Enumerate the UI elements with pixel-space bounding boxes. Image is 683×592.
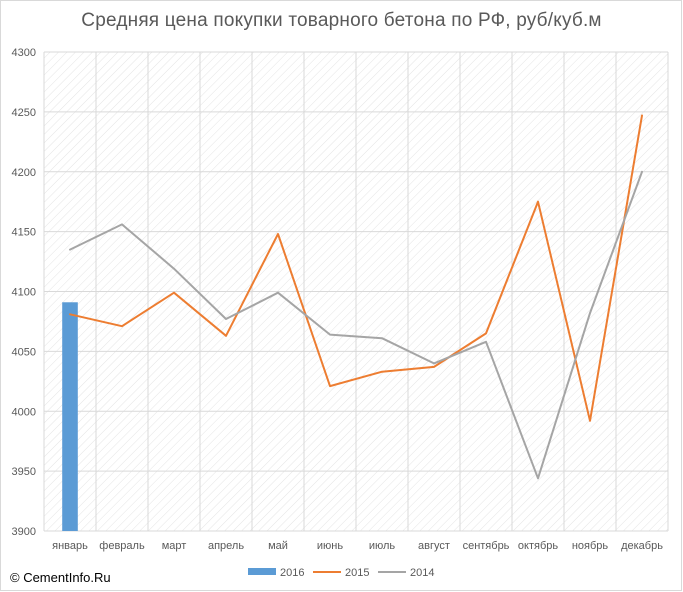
y-tick-label: 4100 <box>12 287 36 299</box>
x-tick-label: июль <box>369 540 396 552</box>
vertical-gridlines <box>43 52 669 531</box>
x-axis-ticks: январь февраль март апрель май июнь июль август… <box>52 540 663 552</box>
y-tick-label: 4000 <box>12 406 36 418</box>
copyright-text: © CementInfo.Ru <box>10 570 111 585</box>
x-tick-label: декабрь <box>621 540 663 552</box>
series-line-2015 <box>69 114 643 422</box>
x-tick-label: ноябрь <box>572 540 609 552</box>
legend: 2016 2015 2014 <box>248 567 434 579</box>
x-tick-label: январь <box>52 540 88 552</box>
x-tick-label: февраль <box>99 540 145 552</box>
legend-label-2014: 2014 <box>410 567 434 579</box>
y-tick-label: 4250 <box>12 107 36 119</box>
y-tick-label: 4050 <box>12 346 36 358</box>
y-tick-label: 3900 <box>12 526 36 538</box>
y-axis-ticks: 3900 3950 4000 4050 4100 4150 4200 4250 4300 <box>12 47 36 538</box>
legend-label-2015: 2015 <box>345 567 369 579</box>
x-tick-label: октябрь <box>518 540 558 552</box>
x-tick-label: июнь <box>317 540 343 552</box>
x-tick-label: март <box>162 540 187 552</box>
chart-title: Средняя цена покупки товарного бетона по… <box>81 10 602 31</box>
x-tick-label: апрель <box>208 540 244 552</box>
y-tick-label: 4300 <box>12 47 36 59</box>
y-tick-label: 3950 <box>12 466 36 478</box>
series-line-2014 <box>69 170 643 480</box>
x-tick-label: август <box>418 540 450 552</box>
y-tick-label: 4200 <box>12 167 36 179</box>
x-tick-label: сентябрь <box>463 540 510 552</box>
line-series <box>69 114 643 480</box>
y-tick-label: 4150 <box>12 227 36 239</box>
bar-2016-0 <box>62 302 78 531</box>
bar-series <box>62 302 78 531</box>
legend-label-2016: 2016 <box>280 567 304 579</box>
x-tick-label: май <box>268 540 288 552</box>
legend-swatch-2016 <box>248 568 276 575</box>
